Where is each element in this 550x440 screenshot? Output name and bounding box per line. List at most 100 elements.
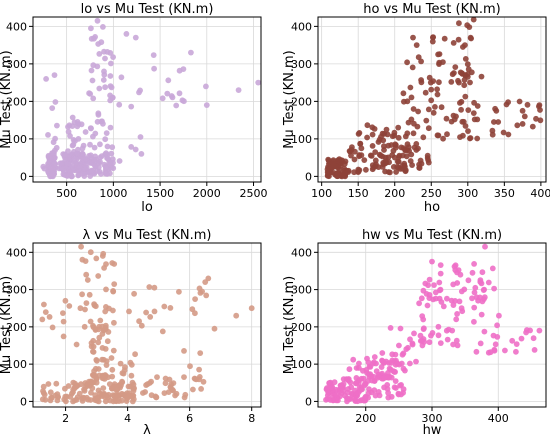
x-tick-label: 2000 — [193, 187, 221, 200]
data-point — [411, 144, 418, 151]
data-point — [388, 142, 395, 148]
data-point — [430, 78, 437, 84]
y-tick-label: 200 — [291, 321, 312, 334]
data-point — [471, 116, 478, 123]
data-point — [426, 292, 433, 298]
data-point — [371, 125, 378, 132]
x-tick-label: 4 — [124, 412, 131, 425]
data-point — [436, 287, 443, 294]
data-point — [176, 90, 183, 97]
data-point — [418, 58, 424, 65]
data-point — [393, 142, 399, 149]
data-point — [356, 360, 362, 367]
y-tick-label: 100 — [291, 358, 312, 371]
data-point — [132, 146, 139, 153]
data-point — [401, 98, 407, 105]
data-point — [187, 363, 193, 370]
data-point — [379, 350, 386, 356]
data-point — [154, 374, 160, 380]
data-point — [514, 122, 521, 129]
data-point — [373, 368, 380, 375]
data-point — [340, 387, 347, 394]
data-point — [509, 337, 516, 344]
data-point — [435, 51, 441, 58]
data-point — [361, 157, 368, 164]
data-point — [404, 59, 410, 66]
data-point — [75, 136, 82, 142]
chart-title: λ vs Mu Test (KN.m) — [83, 228, 212, 243]
data-point — [348, 384, 355, 391]
data-point — [107, 170, 113, 177]
data-point — [108, 60, 114, 67]
data-point — [233, 312, 240, 319]
data-point — [338, 382, 344, 389]
data-point — [173, 390, 180, 397]
data-point — [56, 165, 63, 172]
data-point — [474, 135, 481, 142]
data-point — [60, 318, 67, 325]
data-point — [199, 288, 206, 295]
data-point — [529, 123, 536, 130]
data-point — [49, 105, 56, 111]
data-point — [438, 299, 445, 305]
y-tick-label: 400 — [6, 246, 27, 259]
data-point — [496, 312, 502, 319]
data-point — [101, 71, 108, 78]
data-point — [416, 165, 423, 171]
x-tick-label: 300 — [457, 187, 478, 200]
data-point — [46, 314, 53, 320]
data-point — [103, 362, 110, 368]
x-tick-label: 6 — [186, 412, 193, 425]
data-point — [99, 323, 106, 330]
data-point — [381, 374, 388, 381]
data-point — [388, 374, 395, 381]
data-point — [79, 150, 86, 157]
data-point — [83, 300, 90, 306]
data-point — [458, 98, 465, 105]
data-point — [379, 130, 386, 137]
y-tick-label: 100 — [291, 133, 312, 146]
data-point — [434, 132, 441, 139]
data-point — [455, 36, 462, 43]
data-point — [471, 99, 477, 106]
y-tick-label: 400 — [6, 20, 27, 33]
data-point — [348, 146, 355, 153]
y-axis-label: Mu Test (KN.m) — [282, 276, 297, 375]
data-point — [369, 131, 376, 138]
data-point — [464, 61, 471, 68]
y-tick-label: 0 — [305, 395, 312, 408]
data-point — [328, 164, 335, 170]
x-tick-label: 400 — [488, 412, 509, 425]
data-point — [444, 336, 451, 343]
y-tick-label: 200 — [6, 321, 27, 334]
data-point — [116, 158, 123, 164]
data-point — [109, 373, 116, 380]
data-point — [404, 130, 411, 137]
data-point — [518, 335, 525, 342]
data-point — [89, 77, 96, 84]
data-point — [57, 160, 64, 167]
data-point — [181, 374, 187, 380]
data-point — [79, 398, 86, 404]
x-tick-label: 300 — [422, 412, 443, 425]
data-point — [107, 83, 114, 89]
data-point — [42, 309, 49, 315]
data-point — [126, 393, 132, 400]
data-point — [75, 165, 82, 172]
data-point — [402, 146, 409, 153]
data-point — [425, 106, 432, 113]
data-point — [166, 376, 173, 383]
data-point — [91, 157, 97, 163]
data-point — [71, 157, 77, 164]
data-point — [398, 391, 404, 398]
data-point — [137, 87, 144, 94]
data-point — [62, 297, 69, 304]
y-tick-label: 300 — [291, 284, 312, 297]
data-point — [333, 173, 340, 179]
data-point — [537, 117, 544, 124]
data-point — [356, 365, 362, 371]
data-point — [371, 387, 378, 394]
data-point — [428, 86, 435, 93]
data-point — [176, 288, 182, 295]
